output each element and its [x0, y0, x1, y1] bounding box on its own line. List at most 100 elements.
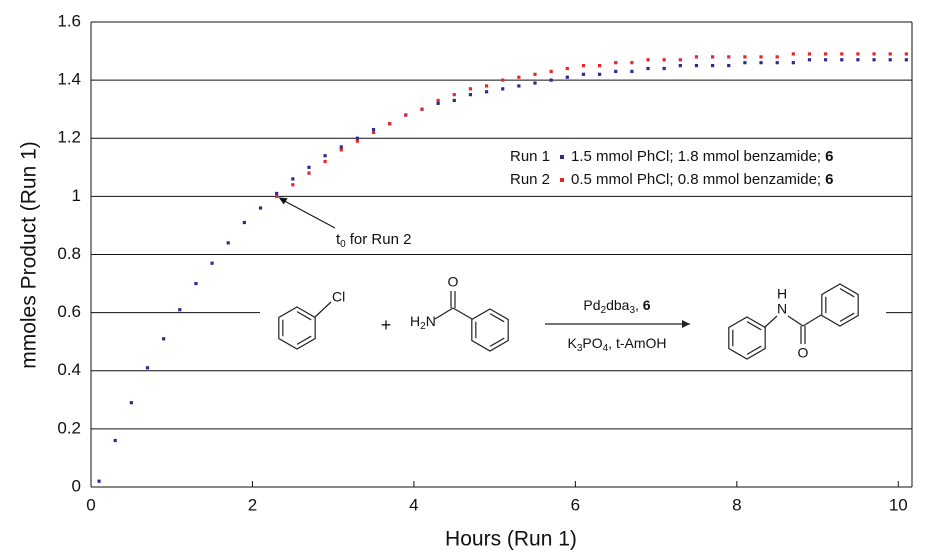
bond [787, 315, 804, 327]
chem-label: H2N [410, 313, 436, 332]
data-point [840, 58, 844, 62]
data-point [371, 130, 376, 135]
data-point [307, 165, 311, 169]
data-point [678, 58, 682, 62]
y-tick-label: 0 [72, 476, 81, 495]
data-point [533, 81, 537, 85]
data-point [113, 438, 117, 443]
legend-description: 1.5 mmol PhCl; 1.8 mmol benzamide; 6 [571, 148, 833, 165]
chem-label: Cl [332, 289, 345, 305]
data-point [856, 52, 860, 56]
t: K [567, 335, 577, 351]
data-point [323, 154, 327, 158]
legend-marker [560, 178, 564, 182]
t: 2 [601, 305, 607, 316]
data-point [694, 63, 699, 68]
data-point [581, 63, 586, 68]
data-point [484, 90, 489, 94]
x-tick-label: 10 [889, 495, 908, 514]
data-point [565, 75, 569, 79]
data-point [275, 194, 279, 198]
data-point [614, 69, 618, 74]
t: 3 [629, 305, 635, 316]
data-point [872, 52, 876, 56]
data-point [291, 177, 295, 181]
t: N [426, 313, 436, 329]
data-point [597, 63, 602, 68]
data-point [371, 127, 376, 132]
data-point [210, 261, 214, 265]
data-point [339, 145, 343, 149]
y-tick-label: 0.2 [57, 418, 81, 437]
data-point [759, 55, 763, 59]
arrow-head [682, 320, 690, 328]
t: , t-AmOH [608, 335, 666, 351]
data-point [824, 58, 828, 62]
reagents: K3PO4, t-AmOH [567, 335, 666, 354]
data-point [226, 241, 230, 245]
chem-label: N [777, 301, 787, 317]
data-point [888, 52, 892, 56]
data-point [775, 55, 779, 59]
legend: Run 1 1.5 mmol PhCl; 1.8 mmol benzamide; 6… [510, 148, 833, 188]
data-point [743, 55, 747, 59]
data-point [323, 159, 327, 164]
data-point [145, 366, 150, 370]
chem-label: O [798, 345, 809, 361]
data-point [678, 63, 682, 68]
data-point [549, 69, 553, 74]
marks [97, 52, 908, 483]
ring [728, 316, 766, 360]
data-point [630, 61, 634, 65]
ring [471, 308, 509, 352]
x-tick-label: 2 [248, 495, 257, 514]
data-point [727, 55, 731, 59]
data-point [840, 52, 844, 56]
data-point [355, 136, 360, 140]
data-point [630, 69, 634, 74]
annotation-text: t [336, 231, 341, 248]
data-point [339, 148, 343, 152]
legend-marker [560, 155, 564, 159]
data-point [549, 78, 553, 82]
data-point [258, 206, 263, 210]
data-point [662, 58, 666, 62]
t: , [635, 297, 643, 313]
annotation-subscript: 0 [340, 239, 346, 250]
data-point [404, 113, 408, 117]
annotation-suffix: for Run 2 [350, 231, 412, 248]
data-point [856, 58, 860, 62]
data-point [711, 55, 715, 59]
bond [314, 301, 332, 318]
reaction-scheme: Cl + H2N O Pd2dba3, 6 K3PO4, t-AmOH H N … [260, 258, 886, 368]
data-point [242, 220, 246, 225]
scheme-background [260, 258, 886, 368]
double-bond [489, 337, 505, 347]
data-point [388, 122, 392, 126]
t: Pd [583, 297, 600, 313]
bond [434, 307, 454, 320]
data-point [646, 58, 650, 62]
y-axis-title: mmoles Product (Run 1) [18, 141, 41, 369]
bond [802, 314, 822, 327]
data-point [436, 98, 440, 103]
data-point [533, 72, 537, 76]
legend-catalyst: 6 [825, 148, 833, 165]
data-point [904, 58, 908, 62]
y-tick-label: 0.8 [57, 244, 81, 263]
data-point [597, 72, 602, 76]
y-tick-label: 0.4 [57, 360, 81, 379]
chem-label: H [777, 286, 787, 302]
double-bond [746, 345, 762, 355]
bond [764, 315, 778, 328]
x-tick-label: 8 [732, 495, 741, 514]
data-point [452, 93, 456, 97]
bonds [278, 283, 859, 360]
y-tick-label: 1.2 [57, 128, 81, 147]
data-point [420, 107, 424, 111]
bond [452, 307, 473, 320]
t: 6 [643, 297, 651, 313]
reagents: Pd2dba3, 6 [583, 297, 650, 316]
data-point [291, 183, 295, 187]
